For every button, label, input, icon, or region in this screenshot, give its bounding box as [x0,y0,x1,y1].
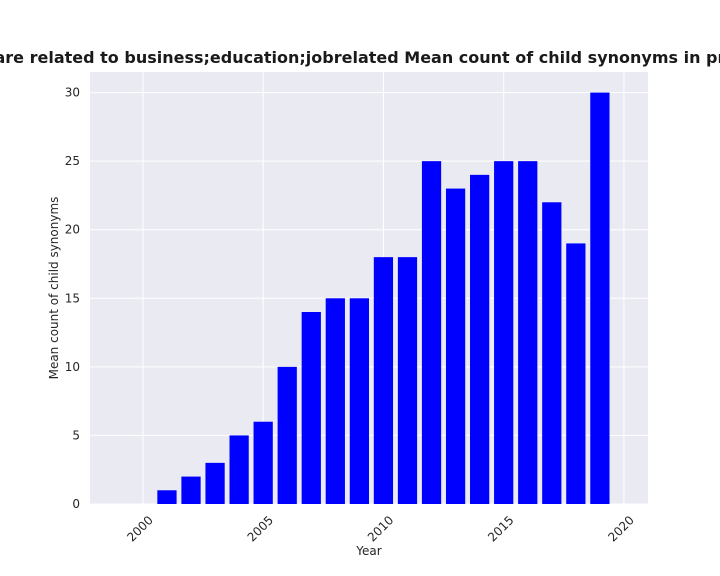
y-tick-labels: 0 5 10 15 20 25 30 [65,86,80,511]
bar-2018 [566,243,586,504]
bar-2006 [277,366,297,504]
x-tick-label: 2000 [124,513,155,544]
bar-2013 [445,188,466,505]
bar-series [157,92,610,505]
bar-2011 [397,257,418,504]
x-tick-label: 2005 [245,513,276,544]
y-tick-label: 10 [65,360,80,374]
bar-2001 [157,490,177,504]
bar-2007 [301,312,321,504]
x-tick-label: 2020 [605,513,636,544]
bar-2002 [181,476,201,504]
bar-2016 [518,161,538,504]
x-axis-label: Year [355,544,381,558]
y-tick-label: 5 [72,428,80,442]
y-tick-label: 25 [65,154,80,168]
y-tick-label: 0 [72,497,80,511]
bar-2005 [253,421,273,504]
x-tick-label: 2010 [365,513,396,544]
bar-2008 [325,298,345,504]
bar-2004 [229,435,249,504]
bar-2017 [542,202,562,505]
bar-2003 [205,462,225,504]
bar-2019 [590,92,610,505]
bar-2015 [494,161,514,504]
y-tick-label: 15 [65,291,80,305]
x-tick-label: 2015 [485,513,516,544]
chart-title: Categories are related to business;educa… [0,48,720,67]
bar-2014 [470,174,490,504]
y-axis-label: Mean count of child synonyms [47,197,61,380]
bar-2012 [421,161,442,504]
bar-2009 [349,298,369,504]
y-tick-label: 20 [65,223,80,237]
y-tick-label: 30 [65,86,80,100]
x-tick-labels: 2000 2005 2010 2015 2020 [124,513,637,544]
bar-2010 [373,257,394,504]
